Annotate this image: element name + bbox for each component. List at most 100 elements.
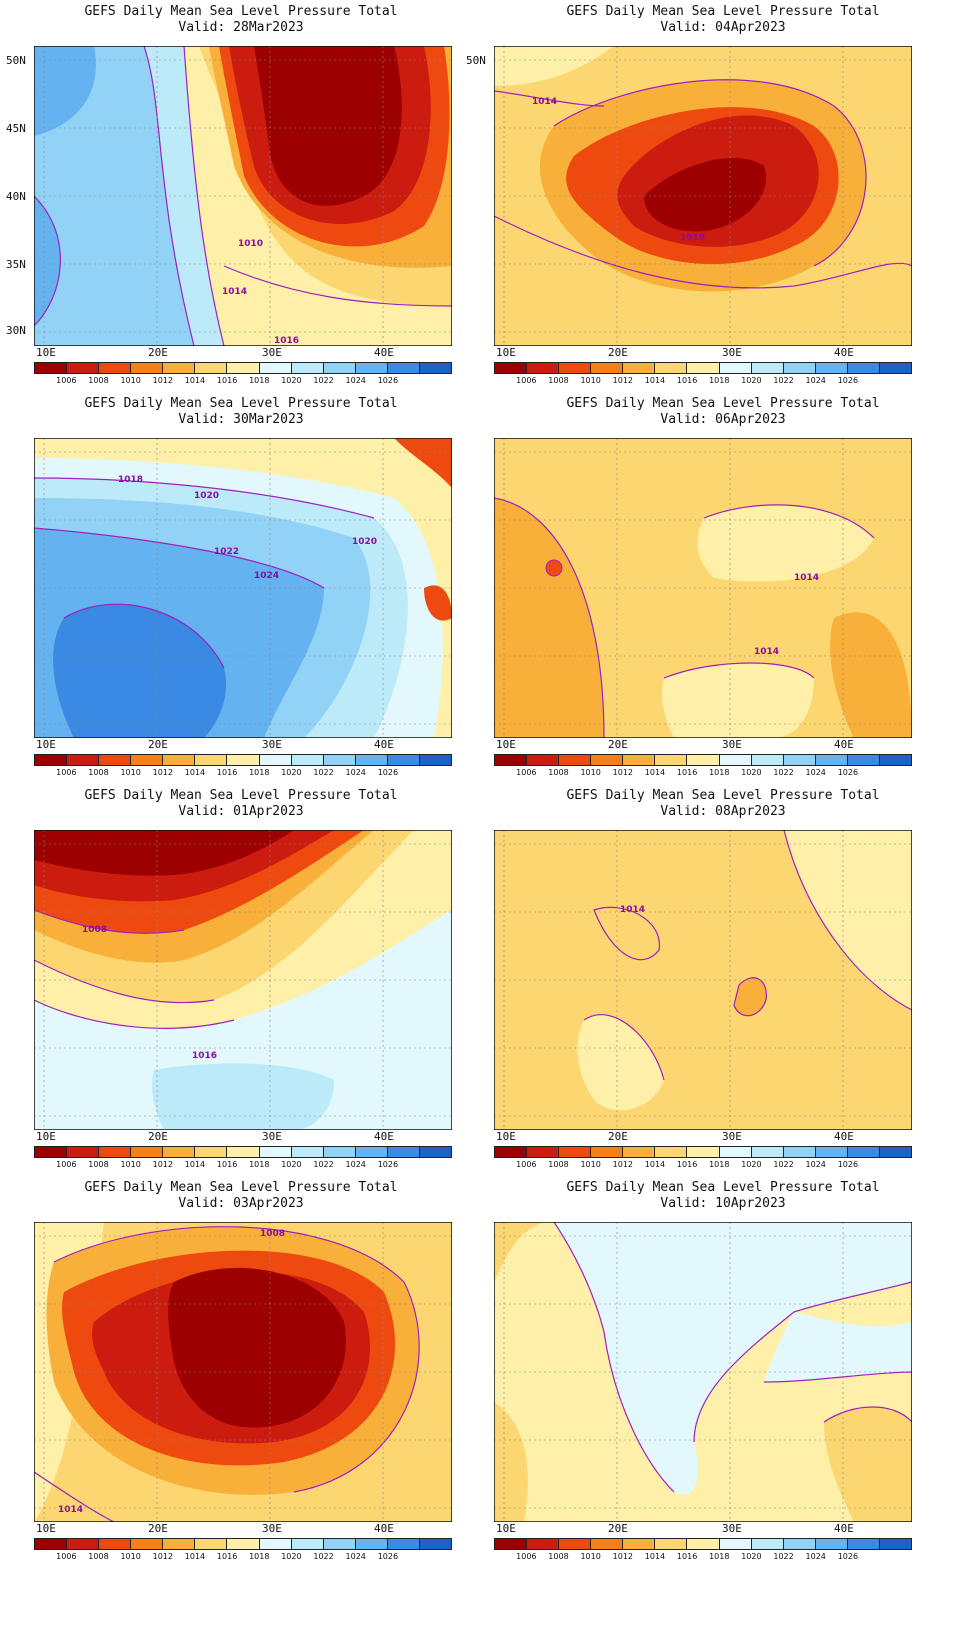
colorbar-swatch [495, 755, 528, 765]
colorbar-swatch [259, 1147, 292, 1157]
colorbar-label: 1010 [120, 768, 141, 777]
pressure-map: 1008 1014 [34, 1222, 472, 1536]
colorbar-label: 1022 [313, 1552, 334, 1561]
colorbar-label: 1024 [345, 1160, 366, 1169]
colorbar-label: 1022 [313, 1160, 334, 1169]
lon-label: 30E [262, 346, 282, 359]
colorbar-label: 1010 [580, 376, 601, 385]
contour-label: 1022 [214, 547, 239, 557]
colorbar-swatch [527, 1147, 560, 1157]
colorbar-swatch [227, 1539, 260, 1549]
colorbar-label: 1016 [676, 1552, 698, 1561]
colorbar-swatch [387, 1147, 420, 1157]
pressure-map [494, 1222, 932, 1536]
panel-valid-date: Valid: 06Apr2023 [660, 412, 786, 427]
colorbar-swatch [195, 1147, 228, 1157]
colorbar-swatch [291, 363, 324, 373]
colorbar-swatch [131, 1147, 164, 1157]
colorbar-swatch [35, 755, 68, 765]
colorbar-label: 1010 [580, 768, 601, 777]
colorbar-swatch [419, 1539, 452, 1549]
map-panel: GEFS Daily Mean Sea Level Pressure Total… [0, 1176, 482, 1586]
colorbar-label: 1016 [216, 1160, 238, 1169]
contour-label: 1010 [238, 239, 263, 249]
lon-label: 10E [36, 1522, 56, 1535]
colorbar-swatch [527, 363, 560, 373]
colorbar-swatch [163, 1147, 196, 1157]
colorbar-swatch [227, 363, 260, 373]
colorbar-swatch [355, 1539, 388, 1549]
lat-label: 35N [6, 258, 26, 271]
colorbar-label: 1012 [152, 376, 173, 385]
pressure-map: 1014 1016 1010 [34, 46, 472, 360]
colorbar-label: 1024 [805, 1552, 826, 1561]
colorbar-swatch [623, 755, 656, 765]
panel-valid-date: Valid: 01Apr2023 [178, 804, 304, 819]
map-panel: GEFS Daily Mean Sea Level Pressure Total… [0, 392, 482, 802]
map-panel: GEFS Daily Mean Sea Level Pressure Total… [0, 784, 482, 1194]
colorbar-label: 1006 [56, 376, 77, 385]
colorbar-swatch [783, 363, 816, 373]
colorbar-swatch [687, 363, 720, 373]
lat-label: 45N [6, 122, 26, 135]
colorbar-swatch [559, 755, 592, 765]
colorbar-swatch [655, 363, 688, 373]
contour-label: 1020 [194, 491, 219, 501]
colorbar-swatch [751, 755, 784, 765]
lon-label: 10E [36, 738, 56, 751]
colorbar-swatch [815, 1539, 848, 1549]
lon-label: 10E [496, 1522, 516, 1535]
pressure-map: 1014 1010 [494, 46, 932, 360]
colorbar-swatch [719, 1539, 752, 1549]
colorbar-label: 1016 [216, 768, 238, 777]
colorbar-label: 1020 [281, 1160, 302, 1169]
lat-label: 50N [6, 54, 26, 67]
map-panel: GEFS Daily Mean Sea Level Pressure Total… [482, 392, 964, 802]
lon-label: 20E [608, 1522, 628, 1535]
colorbar-label: 1022 [773, 768, 794, 777]
lon-label: 30E [722, 346, 742, 359]
colorbar-swatch [591, 363, 624, 373]
colorbar-swatch [591, 1539, 624, 1549]
contour-label: 1014 [620, 905, 645, 915]
colorbar-swatch [687, 1147, 720, 1157]
colorbar-label: 1016 [676, 1160, 698, 1169]
colorbar-label: 1010 [580, 1160, 601, 1169]
lon-label: 40E [374, 1522, 394, 1535]
colorbar-label: 1006 [56, 1160, 77, 1169]
lon-label: 20E [148, 738, 168, 751]
colorbar [494, 754, 912, 766]
colorbar-swatch [99, 1147, 132, 1157]
colorbar-swatch [163, 755, 196, 765]
lon-label: 20E [608, 738, 628, 751]
colorbar-swatch [719, 755, 752, 765]
colorbar-label: 1024 [805, 1160, 826, 1169]
colorbar-label: 1008 [88, 376, 109, 385]
contour-label: 1008 [82, 925, 107, 935]
lon-label: 30E [722, 1130, 742, 1143]
colorbar-swatch [879, 1539, 912, 1549]
colorbar-swatch [815, 1147, 848, 1157]
colorbar-label: 1018 [249, 1552, 270, 1561]
colorbar-swatch [623, 1539, 656, 1549]
colorbar-label: 1026 [377, 1160, 399, 1169]
lat-label: 50N [466, 54, 486, 67]
colorbar-swatch [291, 1539, 324, 1549]
colorbar-swatch [99, 755, 132, 765]
panel-title: GEFS Daily Mean Sea Level Pressure Total [84, 396, 398, 411]
colorbar-swatch [291, 755, 324, 765]
colorbar-swatch [783, 755, 816, 765]
colorbar-swatch [355, 1147, 388, 1157]
colorbar-swatch [323, 1539, 356, 1549]
lon-label: 20E [148, 1130, 168, 1143]
colorbar-swatch [783, 1539, 816, 1549]
colorbar-label: 1016 [676, 376, 698, 385]
colorbar-swatch [559, 363, 592, 373]
lon-label: 40E [834, 346, 854, 359]
colorbar-swatch [815, 755, 848, 765]
colorbar-label: 1010 [580, 1552, 601, 1561]
contour-label: 1018 [118, 475, 143, 485]
colorbar-label: 1012 [612, 1552, 633, 1561]
colorbar-label: 1006 [516, 768, 537, 777]
colorbar [494, 1146, 912, 1158]
